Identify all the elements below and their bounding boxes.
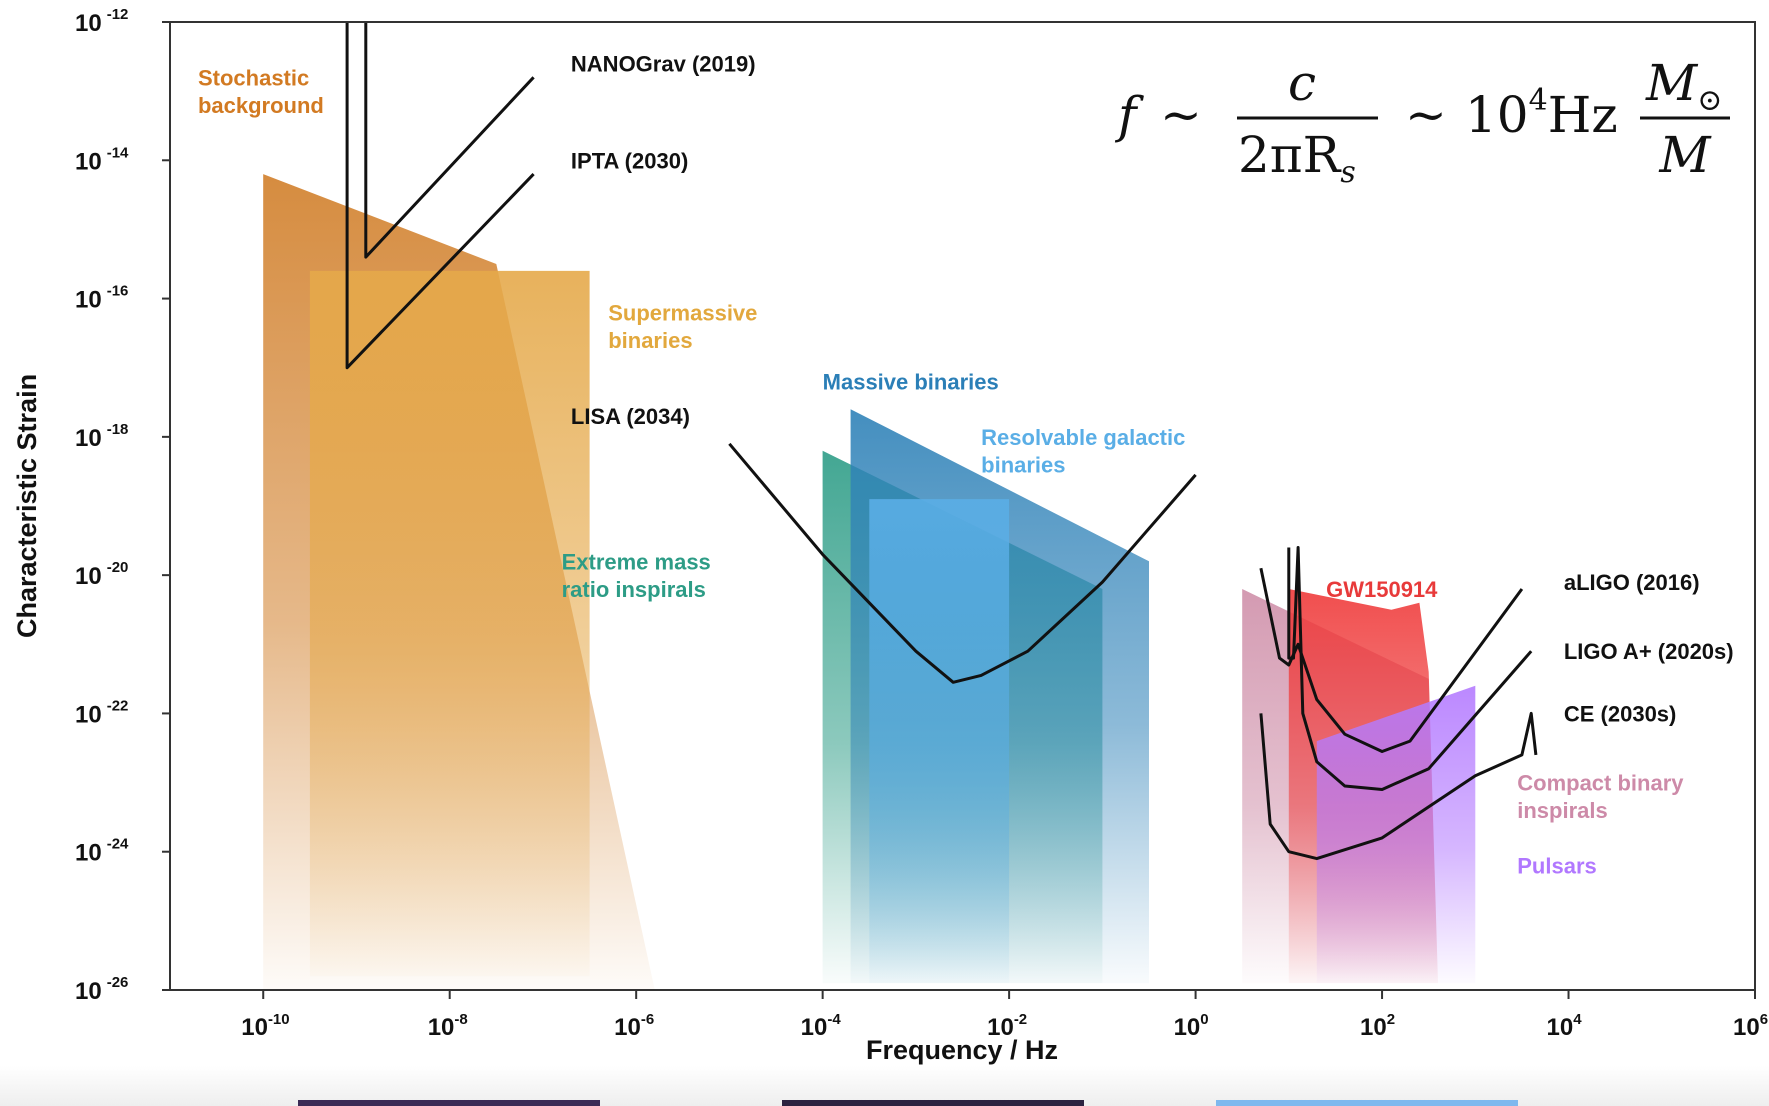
chart-label-binaries: binaries [608, 328, 692, 353]
region-labels: Stochastic background NANOGrav (2019) IPTA … [198, 51, 1734, 878]
formula-numerator-1: c [1288, 54, 1316, 112]
y-axis-ticks: 10-12 10-14 10-16 10-18 10-20 10-22 10-24 10-26 [75, 6, 170, 1005]
y-tick-label: 10 -14 [75, 144, 129, 175]
chart-label-aligo-2016: aLIGO (2016) [1564, 570, 1700, 595]
chart-label-massive-binaries: Massive binaries [823, 370, 999, 395]
source-region-resolvable-galactic-binaries [869, 499, 1010, 984]
frequency-formula: f ~ c 2πRs ~ 104Hz M⊙ M [1114, 54, 1730, 190]
thumbnail-2 [782, 1100, 1084, 1106]
thumbnail-1 [298, 1100, 600, 1106]
source-region-supermassive-binaries [309, 270, 590, 977]
y-tick-label: 10 -16 [75, 283, 128, 314]
detector-curves [345, 22, 1538, 861]
chart-label-compact-binary: Compact binary [1517, 771, 1684, 796]
formula-numerator-2: M⊙ [1645, 54, 1722, 118]
formula-denominator-1: 2πRs [1238, 126, 1356, 190]
formula-sim-1: ~ [1160, 86, 1202, 144]
y-tick-label: 10 -12 [75, 6, 128, 37]
detector-curve-ipta-2030 [345, 22, 535, 370]
x-tick-label: 100 [1174, 1011, 1209, 1041]
chart-label-extreme-mass: Extreme mass [562, 549, 711, 574]
y-axis-label: Characteristic Strain [12, 374, 42, 638]
y-tick-label: 10 -26 [75, 974, 128, 1005]
chart-label-binaries: binaries [981, 453, 1065, 478]
thumbnail-3 [1216, 1100, 1518, 1106]
source-regions [263, 174, 1476, 991]
detector-curve-ce-2030s [1259, 711, 1538, 861]
x-tick-label: 10-2 [987, 1011, 1027, 1041]
formula-denominator-2: M [1658, 126, 1712, 184]
detector-curve-lisa-2034 [728, 442, 1197, 684]
chart-label-ligo-a-2020s: LIGO A+ (2020s) [1564, 639, 1734, 664]
x-tick-label: 10-10 [241, 1011, 289, 1041]
y-tick-label: 10 -24 [75, 836, 129, 867]
chart-label-lisa-2034: LISA (2034) [571, 404, 690, 429]
formula-mid: 104Hz [1465, 83, 1618, 144]
y-tick-label: 10 -22 [75, 697, 128, 728]
formula-sim-2: ~ [1405, 86, 1447, 144]
x-tick-label: 104 [1547, 1011, 1583, 1041]
formula-lhs: f [1114, 86, 1144, 144]
chart-label-background: background [198, 93, 324, 118]
x-tick-label: 102 [1360, 1011, 1395, 1041]
chart-label-ipta-2030: IPTA (2030) [571, 148, 688, 173]
chart-label-ratio-inspirals: ratio inspirals [562, 577, 706, 602]
chart-label-stochastic: Stochastic [198, 65, 309, 90]
detector-curve-aligo-2016 [1259, 567, 1524, 753]
chart-label-inspirals: inspirals [1517, 798, 1607, 823]
x-tick-label: 10-8 [428, 1011, 468, 1041]
chart-label-nanograv-2019: NANOGrav (2019) [571, 51, 756, 76]
chart-label-ce-2030s: CE (2030s) [1564, 701, 1677, 726]
x-axis-ticks: 10-10 10-8 10-6 10-4 10-2 100 102 104 106 [241, 990, 1768, 1041]
chart-label-pulsars: Pulsars [1517, 854, 1597, 879]
chart-label-gw150914: GW150914 [1326, 577, 1438, 602]
x-tick-label: 106 [1733, 1011, 1768, 1041]
x-tick-label: 10-6 [614, 1011, 654, 1041]
y-tick-label: 10 -20 [75, 559, 128, 590]
x-axis-label: Frequency / Hz [866, 1035, 1058, 1065]
plot-frame [169, 21, 1756, 991]
detector-curve-ligo-a-2020s [1287, 546, 1533, 791]
bottom-thumbnail-strip [0, 1066, 1769, 1106]
detector-curve-nanograv-2019 [364, 22, 535, 259]
x-tick-label: 10-4 [801, 1011, 842, 1041]
chart-label-supermassive: Supermassive [608, 300, 757, 325]
chart-label-resolvable-galactic: Resolvable galactic [981, 425, 1185, 450]
y-tick-label: 10 -18 [75, 421, 128, 452]
strain-frequency-chart: 10-10 10-8 10-6 10-4 10-2 100 102 104 106 10 -121… [12, 6, 1768, 1065]
